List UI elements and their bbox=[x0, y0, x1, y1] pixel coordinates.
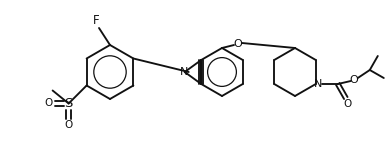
Text: N: N bbox=[179, 67, 188, 77]
Text: F: F bbox=[93, 14, 99, 28]
Text: O: O bbox=[64, 119, 73, 129]
Text: S: S bbox=[64, 97, 73, 110]
Text: O: O bbox=[44, 98, 53, 108]
Text: O: O bbox=[344, 99, 352, 109]
Text: N: N bbox=[314, 79, 322, 89]
Text: O: O bbox=[349, 75, 358, 85]
Text: O: O bbox=[234, 39, 242, 49]
